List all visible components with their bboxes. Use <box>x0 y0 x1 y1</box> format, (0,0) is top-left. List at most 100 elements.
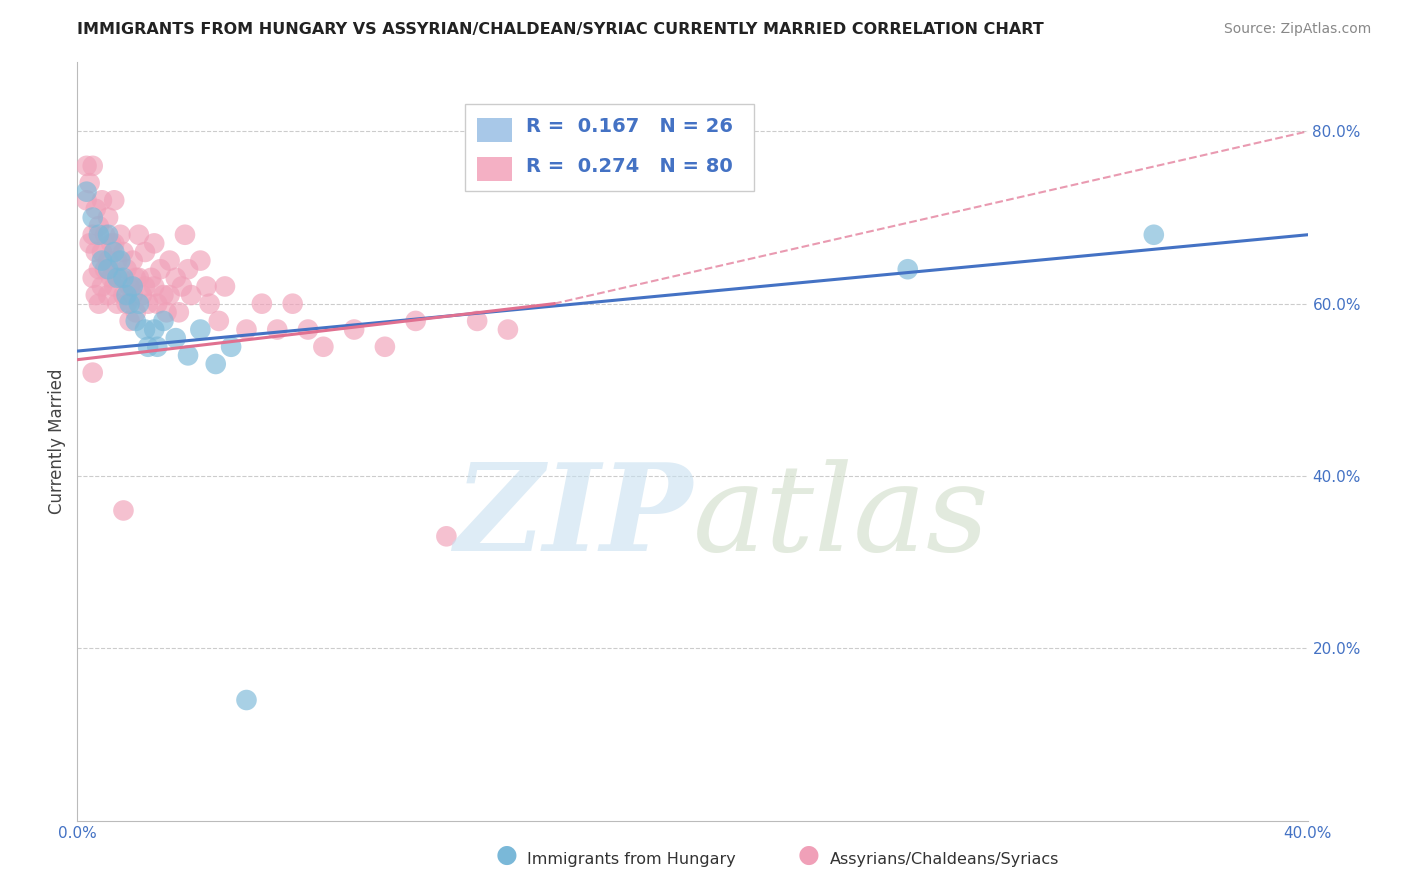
Point <box>110 227 132 242</box>
Point <box>180 288 202 302</box>
Point <box>97 253 120 268</box>
Point <box>897 262 920 277</box>
Point <box>94 227 117 242</box>
Point <box>198 296 221 310</box>
Point <box>97 227 120 242</box>
Point <box>374 340 396 354</box>
Point <box>84 288 107 302</box>
Point <box>115 288 138 302</box>
Text: Assyrians/Chaldeans/Syriacs: Assyrians/Chaldeans/Syriacs <box>830 852 1059 867</box>
Point <box>87 227 110 242</box>
Point <box>159 288 181 302</box>
Point <box>250 296 273 310</box>
Point <box>208 314 231 328</box>
Point <box>496 322 519 336</box>
Point <box>167 305 190 319</box>
FancyBboxPatch shape <box>465 104 754 191</box>
Text: Source: ZipAtlas.com: Source: ZipAtlas.com <box>1223 22 1371 37</box>
Point <box>76 159 98 173</box>
Point <box>165 270 187 285</box>
Point <box>436 529 458 543</box>
Point <box>177 262 200 277</box>
Point <box>90 194 114 208</box>
Point <box>125 270 148 285</box>
Point <box>136 296 159 310</box>
FancyBboxPatch shape <box>477 118 512 142</box>
Point <box>128 227 150 242</box>
Point <box>105 253 128 268</box>
Text: R =  0.167   N = 26: R = 0.167 N = 26 <box>526 118 734 136</box>
Point <box>90 279 114 293</box>
Point <box>87 262 110 277</box>
Point <box>76 194 98 208</box>
Point <box>146 296 169 310</box>
Point <box>155 305 177 319</box>
Point <box>149 262 172 277</box>
Point <box>143 279 166 293</box>
Point <box>136 340 159 354</box>
Point <box>141 270 163 285</box>
Point <box>112 503 135 517</box>
Text: R =  0.274   N = 80: R = 0.274 N = 80 <box>526 157 733 176</box>
Point <box>79 176 101 190</box>
Point <box>343 322 366 336</box>
Point <box>100 270 122 285</box>
Point <box>146 340 169 354</box>
Point <box>112 288 135 302</box>
Point <box>214 279 236 293</box>
Text: ZIP: ZIP <box>454 458 693 576</box>
Point <box>143 236 166 251</box>
Point <box>188 253 212 268</box>
Point <box>103 236 125 251</box>
Point <box>152 288 174 302</box>
Point <box>94 262 117 277</box>
Point <box>105 270 128 285</box>
Text: Immigrants from Hungary: Immigrants from Hungary <box>527 852 735 867</box>
Point <box>174 227 197 242</box>
Point <box>82 227 104 242</box>
FancyBboxPatch shape <box>477 157 512 181</box>
Point <box>87 296 110 310</box>
Point <box>235 693 257 707</box>
Point <box>84 202 107 216</box>
Point <box>97 262 120 277</box>
Point <box>128 270 150 285</box>
Point <box>100 236 122 251</box>
Point <box>103 194 125 208</box>
Point <box>128 296 150 310</box>
Point <box>125 314 148 328</box>
Point <box>103 244 125 259</box>
Point <box>87 219 110 234</box>
Point <box>188 322 212 336</box>
Point <box>405 314 427 328</box>
Point <box>97 288 120 302</box>
Point <box>112 244 135 259</box>
Point <box>1143 227 1166 242</box>
Text: ●: ● <box>495 843 517 867</box>
Point <box>235 322 257 336</box>
Point <box>84 244 107 259</box>
Point <box>281 296 304 310</box>
Point <box>82 159 104 173</box>
Point <box>204 357 226 371</box>
Point <box>465 314 488 328</box>
Point <box>110 270 132 285</box>
Point <box>165 331 187 345</box>
Point <box>118 296 141 310</box>
Point <box>219 340 242 354</box>
Point <box>76 185 98 199</box>
Point <box>134 244 156 259</box>
Point <box>79 236 101 251</box>
Point <box>170 279 193 293</box>
Point <box>103 279 125 293</box>
Text: IMMIGRANTS FROM HUNGARY VS ASSYRIAN/CHALDEAN/SYRIAC CURRENTLY MARRIED CORRELATIO: IMMIGRANTS FROM HUNGARY VS ASSYRIAN/CHAL… <box>77 22 1045 37</box>
Point <box>115 296 138 310</box>
Point <box>121 288 143 302</box>
Y-axis label: Currently Married: Currently Married <box>48 368 66 515</box>
Point <box>115 262 138 277</box>
Point <box>312 340 335 354</box>
Point <box>105 296 128 310</box>
Point <box>121 279 143 293</box>
Point <box>177 348 200 362</box>
Point <box>266 322 288 336</box>
